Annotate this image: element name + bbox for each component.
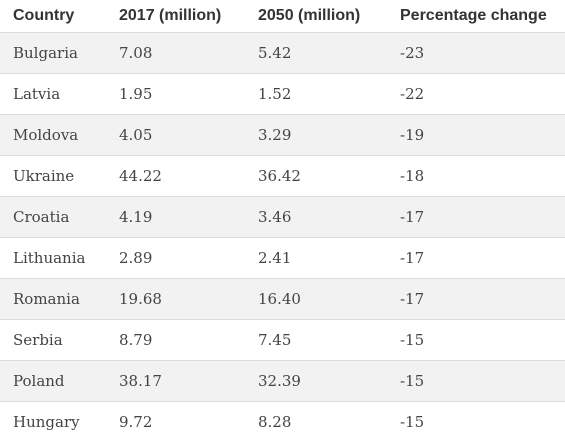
cell-change: -23 [387, 33, 565, 74]
table-row: Poland 38.17 32.39 -15 [0, 361, 565, 402]
table-row: Moldova 4.05 3.29 -19 [0, 115, 565, 156]
cell-country: Hungary [0, 402, 105, 442]
cell-country: Moldova [0, 115, 105, 156]
cell-change: -17 [387, 197, 565, 238]
cell-2017: 1.95 [105, 74, 244, 115]
cell-change: -22 [387, 74, 565, 115]
cell-change: -19 [387, 115, 565, 156]
cell-2050: 16.40 [244, 279, 387, 320]
cell-2050: 8.28 [244, 402, 387, 442]
population-table-container: Country 2017 (million) 2050 (million) Pe… [0, 0, 565, 432]
table-row: Lithuania 2.89 2.41 -17 [0, 238, 565, 279]
cell-change: -15 [387, 402, 565, 442]
header-2050: 2050 (million) [244, 0, 387, 33]
cell-2050: 3.29 [244, 115, 387, 156]
cell-change: -15 [387, 320, 565, 361]
table-body: Bulgaria 7.08 5.42 -23 Latvia 1.95 1.52 … [0, 33, 565, 442]
cell-country: Romania [0, 279, 105, 320]
cell-2017: 8.79 [105, 320, 244, 361]
cell-country: Lithuania [0, 238, 105, 279]
cell-2050: 32.39 [244, 361, 387, 402]
header-country: Country [0, 0, 105, 33]
header-percentage-change: Percentage change [387, 0, 565, 33]
table-row: Ukraine 44.22 36.42 -18 [0, 156, 565, 197]
cell-country: Ukraine [0, 156, 105, 197]
cell-2017: 19.68 [105, 279, 244, 320]
table-header: Country 2017 (million) 2050 (million) Pe… [0, 0, 565, 33]
cell-2050: 5.42 [244, 33, 387, 74]
cell-2050: 1.52 [244, 74, 387, 115]
cell-2017: 38.17 [105, 361, 244, 402]
cell-country: Poland [0, 361, 105, 402]
cell-2017: 44.22 [105, 156, 244, 197]
cell-2050: 36.42 [244, 156, 387, 197]
cell-2050: 2.41 [244, 238, 387, 279]
table-row: Croatia 4.19 3.46 -17 [0, 197, 565, 238]
header-2017: 2017 (million) [105, 0, 244, 33]
table-row: Bulgaria 7.08 5.42 -23 [0, 33, 565, 74]
cell-change: -18 [387, 156, 565, 197]
cell-2017: 4.19 [105, 197, 244, 238]
cell-2017: 7.08 [105, 33, 244, 74]
cell-change: -15 [387, 361, 565, 402]
cell-country: Serbia [0, 320, 105, 361]
table-row: Latvia 1.95 1.52 -22 [0, 74, 565, 115]
cell-2017: 9.72 [105, 402, 244, 442]
cell-country: Croatia [0, 197, 105, 238]
header-row: Country 2017 (million) 2050 (million) Pe… [0, 0, 565, 33]
cell-country: Bulgaria [0, 33, 105, 74]
cell-change: -17 [387, 279, 565, 320]
cell-2050: 7.45 [244, 320, 387, 361]
table-row: Serbia 8.79 7.45 -15 [0, 320, 565, 361]
cell-change: -17 [387, 238, 565, 279]
cell-2017: 4.05 [105, 115, 244, 156]
cell-country: Latvia [0, 74, 105, 115]
table-row: Hungary 9.72 8.28 -15 [0, 402, 565, 442]
table-row: Romania 19.68 16.40 -17 [0, 279, 565, 320]
cell-2050: 3.46 [244, 197, 387, 238]
cell-2017: 2.89 [105, 238, 244, 279]
